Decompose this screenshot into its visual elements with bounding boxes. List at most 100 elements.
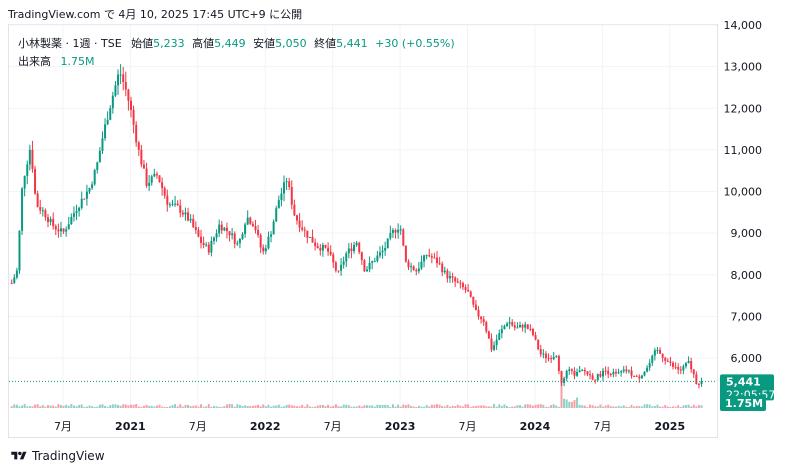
candle-body bbox=[519, 325, 522, 328]
y-tick-label: 6,000 bbox=[731, 352, 763, 365]
volume-bar bbox=[674, 406, 677, 408]
volume-bar bbox=[672, 406, 675, 408]
tradingview-logo[interactable]: TradingView bbox=[10, 449, 105, 463]
candle-body bbox=[521, 325, 524, 328]
volume-bar bbox=[679, 406, 682, 408]
volume-bar bbox=[586, 406, 589, 408]
candle-body bbox=[456, 281, 459, 283]
volume-bar bbox=[516, 405, 519, 408]
volume-bar bbox=[448, 406, 451, 408]
volume-bar bbox=[651, 406, 654, 408]
volume-bar bbox=[695, 406, 698, 408]
candle-body bbox=[36, 193, 39, 207]
volume-bar bbox=[630, 404, 633, 408]
symbol-name[interactable]: 小林製薬 bbox=[18, 37, 62, 50]
candle-body bbox=[75, 211, 78, 214]
volume-value: 1.75M bbox=[60, 55, 95, 68]
x-tick-label: 7月 bbox=[189, 420, 207, 433]
volume-label: 出来高 bbox=[18, 55, 51, 68]
volume-bar bbox=[91, 406, 94, 408]
volume-bar bbox=[420, 406, 423, 408]
volume-bar bbox=[604, 405, 607, 408]
volume-bar bbox=[456, 404, 459, 408]
candle-body bbox=[127, 89, 130, 101]
candle-body bbox=[340, 264, 343, 271]
volume-bar bbox=[23, 404, 26, 408]
candle-body bbox=[612, 371, 615, 375]
volume-bar bbox=[109, 405, 112, 408]
volume-bar bbox=[264, 406, 267, 408]
volume-bar bbox=[394, 406, 397, 408]
candle-body bbox=[257, 229, 260, 236]
candle-body bbox=[677, 366, 680, 370]
candle-body bbox=[70, 216, 73, 225]
open-label: 始値 bbox=[131, 37, 154, 50]
candle-body bbox=[270, 234, 273, 237]
volume-bar bbox=[295, 406, 298, 408]
volume-bar bbox=[127, 405, 130, 408]
interval-label[interactable]: 1週 bbox=[72, 37, 91, 50]
candle-body bbox=[474, 304, 477, 310]
candle-body bbox=[516, 327, 519, 329]
volume-bar bbox=[474, 406, 477, 408]
candle-body bbox=[430, 256, 433, 258]
candle-body bbox=[381, 250, 384, 253]
volume-bar bbox=[666, 406, 669, 408]
volume-bar bbox=[643, 404, 646, 408]
volume-bar bbox=[153, 406, 156, 408]
x-tick-label: 7月 bbox=[324, 420, 342, 433]
candle-body bbox=[109, 108, 112, 120]
candle-body bbox=[583, 370, 586, 372]
volume-bar bbox=[467, 404, 470, 408]
volume-bar bbox=[358, 405, 361, 408]
time-axis: 7月 2021 7月 2022 7月 2023 7月 2024 7月 2025 bbox=[54, 420, 685, 433]
volume-bar bbox=[179, 404, 182, 408]
candle-body bbox=[565, 370, 568, 379]
volume-bar bbox=[508, 406, 511, 408]
volume-bar bbox=[622, 405, 625, 408]
x-tick-label: 7月 bbox=[593, 420, 611, 433]
candle-body bbox=[438, 263, 441, 265]
candle-body bbox=[557, 356, 560, 371]
candle-body bbox=[353, 245, 356, 252]
volume-bar bbox=[378, 405, 381, 408]
candle-body bbox=[363, 260, 366, 272]
x-tick-label: 2021 bbox=[115, 420, 146, 433]
candle-body bbox=[640, 375, 643, 379]
candle-body bbox=[111, 95, 114, 109]
volume-bar bbox=[78, 404, 81, 408]
volume-bar bbox=[601, 406, 604, 408]
candle-body bbox=[601, 370, 604, 377]
volume-bar bbox=[85, 406, 88, 408]
volume-bar bbox=[316, 405, 319, 408]
volume-bar bbox=[197, 406, 200, 408]
volume-bar bbox=[373, 406, 376, 408]
candle-body bbox=[552, 356, 555, 360]
candle-body bbox=[570, 369, 573, 371]
volume-bar bbox=[700, 405, 703, 408]
volume-bar bbox=[625, 406, 628, 408]
volume-bar bbox=[75, 406, 78, 408]
volume-bar bbox=[360, 406, 363, 408]
y-tick-label: 7,000 bbox=[731, 310, 763, 323]
volume-bar bbox=[301, 404, 304, 408]
candle-body bbox=[215, 233, 218, 238]
candle-body bbox=[469, 291, 472, 297]
candle-body bbox=[485, 322, 488, 332]
volume-bar bbox=[638, 406, 641, 408]
candle-body bbox=[295, 215, 298, 221]
volume-bar bbox=[539, 404, 542, 408]
volume-bar bbox=[324, 406, 327, 408]
volume-bars bbox=[10, 372, 703, 408]
volume-bar bbox=[314, 406, 317, 408]
candle-body bbox=[26, 164, 29, 176]
candle-body bbox=[365, 269, 368, 272]
volume-bar bbox=[596, 406, 599, 408]
candle-body bbox=[298, 220, 301, 228]
volume-bar bbox=[614, 406, 617, 408]
candle-body bbox=[78, 207, 81, 212]
volume-bar bbox=[249, 406, 252, 408]
volume-bar bbox=[18, 406, 21, 408]
volume-bar bbox=[238, 404, 241, 408]
